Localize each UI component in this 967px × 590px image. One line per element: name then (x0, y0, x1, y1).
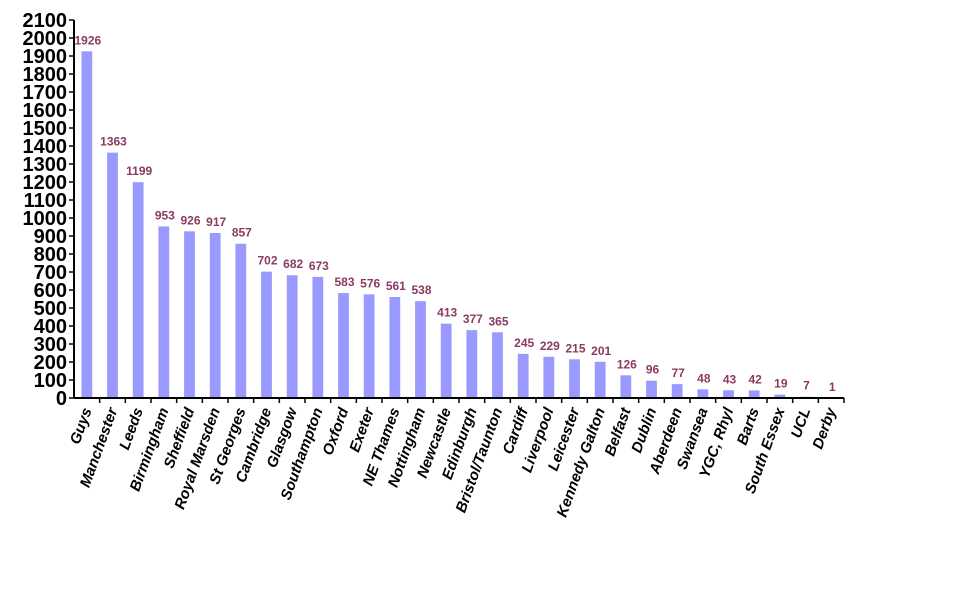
data-label: 42 (748, 372, 762, 386)
data-label: 1926 (74, 33, 101, 47)
y-tick-label: 1500 (23, 118, 68, 140)
y-ticks-group: 0100200300400500600700800900100011001200… (23, 10, 74, 410)
bar (363, 294, 375, 398)
bar (748, 390, 760, 398)
bar (569, 359, 580, 398)
bars-group (81, 51, 837, 399)
y-tick-label: 300 (34, 334, 67, 356)
bar (697, 389, 709, 398)
data-label: 926 (180, 213, 200, 227)
bar (415, 301, 426, 398)
bar (466, 330, 478, 398)
x-tick-label: Guys (67, 406, 96, 447)
x-tick-label: Barts (734, 406, 763, 448)
data-label: 96 (646, 363, 660, 377)
bar (671, 384, 683, 398)
y-tick-label: 600 (34, 280, 67, 302)
data-label: 857 (232, 226, 252, 240)
data-label: 538 (411, 283, 431, 297)
data-label: 229 (540, 339, 560, 353)
x-ticks-group: GuysManchesterLeedsBirminghamSheffieldRo… (67, 398, 845, 519)
y-tick-label: 2100 (23, 10, 68, 32)
data-label: 1199 (126, 164, 152, 178)
bar (517, 353, 529, 398)
data-label: 19 (774, 377, 788, 391)
data-label: 77 (671, 366, 685, 380)
y-tick-label: 100 (34, 370, 67, 392)
data-label: 702 (257, 254, 277, 268)
x-tick-label: UCL (788, 406, 815, 441)
y-tick-label: 700 (34, 262, 67, 284)
data-label: 201 (591, 344, 611, 358)
bar (209, 232, 221, 398)
data-label: 377 (463, 312, 483, 326)
bar (184, 231, 195, 398)
data-label: 1363 (100, 135, 127, 149)
bar (261, 271, 272, 398)
bar (774, 394, 786, 398)
bar (235, 243, 247, 398)
data-labels-group: 1926 1363 1199 953 926 917 857 702 682 673 583 576 5… (74, 33, 835, 394)
bar (312, 276, 324, 398)
data-label: 561 (386, 279, 406, 293)
data-label: 126 (617, 357, 637, 371)
bar (389, 297, 401, 398)
y-tick-label: 1000 (23, 208, 68, 230)
data-label: 1 (829, 380, 836, 394)
bar (646, 380, 657, 398)
bar (723, 390, 734, 398)
data-label: 7 (803, 379, 810, 393)
data-label: 917 (206, 215, 226, 229)
bar (594, 361, 606, 398)
data-label: 682 (283, 257, 303, 271)
data-label: 583 (334, 275, 354, 289)
data-label: 953 (155, 208, 175, 222)
y-tick-label: 1600 (23, 100, 68, 122)
bar (286, 275, 298, 398)
data-label: 365 (488, 314, 508, 328)
bar (620, 375, 632, 398)
data-label: 215 (565, 341, 585, 355)
data-label: 43 (723, 372, 737, 386)
data-label: 673 (309, 259, 329, 273)
y-tick-label: 800 (34, 244, 67, 266)
bar (81, 51, 93, 398)
data-label: 413 (437, 306, 457, 320)
y-tick-label: 1400 (23, 136, 68, 158)
bar (543, 356, 555, 398)
data-label: 245 (514, 336, 534, 350)
y-tick-label: 1200 (23, 172, 68, 194)
bar (338, 293, 349, 398)
y-tick-label: 1100 (24, 190, 67, 212)
bar (440, 323, 452, 398)
y-tick-label: 500 (34, 298, 67, 320)
bar (158, 226, 170, 398)
y-tick-label: 1700 (23, 82, 68, 104)
y-tick-label: 2000 (23, 28, 68, 50)
data-label: 576 (360, 276, 380, 290)
y-tick-label: 200 (34, 352, 67, 374)
bar (107, 152, 118, 398)
y-tick-label: 1800 (23, 64, 68, 86)
y-tick-label: 900 (34, 226, 67, 248)
y-tick-label: 1900 (23, 46, 68, 68)
bar (132, 182, 144, 398)
data-label: 48 (697, 371, 711, 385)
y-tick-label: 400 (34, 316, 67, 338)
y-tick-label: 0 (56, 388, 67, 410)
y-tick-label: 1300 (23, 154, 68, 176)
bar (492, 332, 503, 398)
